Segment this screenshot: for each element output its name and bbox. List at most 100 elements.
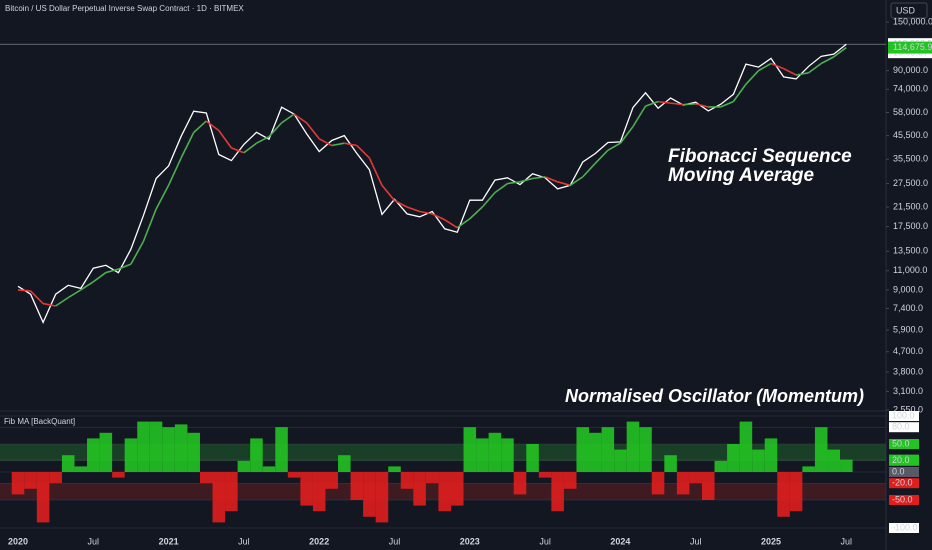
fib-ma-segment xyxy=(281,113,295,124)
x-tick-label: 2020 xyxy=(8,536,28,546)
fib-ma-segment xyxy=(167,157,182,186)
oscillator-bar xyxy=(124,438,138,472)
annotation: Normalised Oscillator (Momentum) xyxy=(565,386,864,406)
x-tick-label: 2021 xyxy=(159,536,179,546)
oscillator-bar xyxy=(789,472,803,512)
y-tick-label: 58,000.0 xyxy=(893,107,928,117)
oscillator-bar xyxy=(338,455,351,472)
tick-tag xyxy=(889,523,919,533)
fib-ma-segment xyxy=(770,62,784,70)
fib-ma-segment xyxy=(67,289,82,299)
y-tick-label: 17,500.0 xyxy=(893,221,928,231)
oscillator-bar xyxy=(827,449,841,472)
oscillator-bar xyxy=(162,427,175,472)
y-tick-label: -100.0 xyxy=(892,522,918,532)
oscillator-bar xyxy=(701,472,715,500)
oscillator-bar xyxy=(87,438,100,472)
tick-tag xyxy=(889,422,919,433)
oscillator-bar xyxy=(312,472,326,512)
oscillator-bar xyxy=(814,427,828,472)
fib-ma-segment xyxy=(331,142,345,147)
currency-box[interactable] xyxy=(890,2,928,19)
price-line xyxy=(17,43,847,324)
oscillator-bar xyxy=(250,438,263,472)
oscillator-bar xyxy=(501,438,514,472)
y-tick-label: 7,400.0 xyxy=(893,303,923,313)
oscillator-bar xyxy=(576,427,590,472)
fib-ma-segment xyxy=(494,182,508,194)
fib-ma-segment xyxy=(318,138,333,147)
y-tick-label: 21,500.0 xyxy=(893,201,928,211)
oscillator-bar xyxy=(425,472,439,484)
fib-ma-segment xyxy=(406,206,420,213)
fib-ma-segment xyxy=(118,263,132,270)
fib-ma-segment xyxy=(632,105,647,128)
x-tick-label: 2023 xyxy=(460,536,480,546)
y-tick-label: 5,900.0 xyxy=(893,324,923,334)
oscillator-bar xyxy=(137,421,150,472)
tick-tag xyxy=(889,495,919,505)
oscillator-bar xyxy=(350,472,364,500)
oscillator-bar xyxy=(24,472,37,489)
y-tick-label: 27,500.0 xyxy=(893,178,928,188)
fib-ma-segment xyxy=(544,176,558,183)
fib-ma-segment xyxy=(720,100,734,108)
y-tick-label: 50.0 xyxy=(892,438,910,448)
indicator-legend: Fib MA [BackQuant] xyxy=(4,417,75,426)
y-tick-label: -20.0 xyxy=(892,478,913,488)
fib-ma-segment xyxy=(431,213,446,221)
oscillator-bar xyxy=(752,449,765,472)
oscillator-bar xyxy=(551,472,564,512)
x-tick-label: Jul xyxy=(690,536,702,546)
oscillator-bar xyxy=(739,421,753,472)
oscillator-bar xyxy=(589,432,602,472)
fib-ma-segment xyxy=(29,290,44,305)
fib-ma-segment xyxy=(808,62,822,74)
y-tick-label: 3,800.0 xyxy=(893,366,923,376)
currency[interactable]: USD xyxy=(896,5,916,15)
fib-ma-segment xyxy=(268,122,283,138)
oscillator-bar xyxy=(664,455,677,472)
fib-ma-segment xyxy=(557,181,571,187)
oscillator-bar xyxy=(450,472,464,506)
x-tick-label: 2025 xyxy=(761,536,781,546)
tick-tag xyxy=(889,411,919,421)
fib-ma-segment xyxy=(293,113,308,124)
oscillator-bar xyxy=(375,472,389,523)
y-tick-label: 100.0 xyxy=(892,410,915,420)
tick-tag xyxy=(889,455,919,466)
y-tick-label: 114,675.9 xyxy=(893,42,932,52)
y-tick-label: 20.0 xyxy=(892,455,910,465)
oscillator-bar xyxy=(488,432,502,472)
fib-ma-segment xyxy=(507,181,521,185)
fib-ma-segment xyxy=(218,130,232,149)
x-tick-label: 2022 xyxy=(309,536,329,546)
oscillator-bar xyxy=(626,421,640,472)
y-tick-label: 2,550.0 xyxy=(893,404,923,414)
fib-ma-segment xyxy=(256,135,270,144)
oscillator-bar xyxy=(651,472,665,495)
fib-ma-segment xyxy=(569,176,584,186)
price-tag xyxy=(888,41,932,54)
oscillator-bar xyxy=(275,427,288,472)
oscillator-bar xyxy=(363,472,376,517)
oscillator-bar xyxy=(563,472,577,489)
fib-ma-segment xyxy=(594,149,609,164)
y-tick-label: 4,700.0 xyxy=(893,346,923,356)
fib-ma-segment xyxy=(356,144,370,159)
oscillator-bar xyxy=(476,438,489,472)
oscillator-bar xyxy=(300,472,313,506)
fib-ma-segment xyxy=(155,184,170,210)
oscillator-bar xyxy=(212,472,226,523)
fib-ma-segment xyxy=(243,142,257,154)
oscillator-bar xyxy=(463,427,477,472)
x-tick-label: Jul xyxy=(88,536,100,546)
fib-ma-segment xyxy=(17,289,31,292)
oscillator-bar xyxy=(36,472,50,523)
y-tick-label: 150,000.0 xyxy=(893,16,932,26)
oscillator-bar xyxy=(174,424,188,472)
x-tick-label: 2024 xyxy=(610,536,630,546)
fib-ma-segment xyxy=(130,240,145,265)
fib-ma-segment xyxy=(381,184,396,202)
oscillator-bar xyxy=(388,466,401,472)
